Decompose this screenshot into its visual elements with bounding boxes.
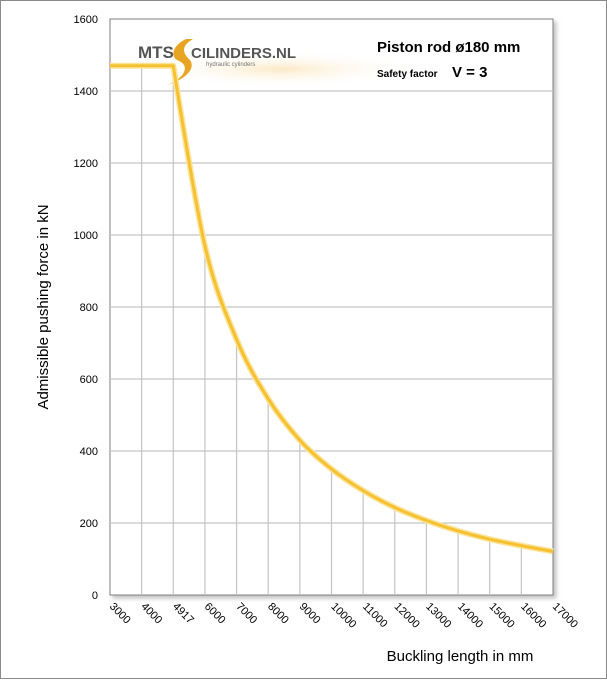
x-tick-label: 4917	[170, 601, 196, 627]
x-tick-label: 15000	[487, 601, 517, 631]
y-tick-label: 0	[92, 590, 98, 602]
x-tick-label: 7000	[233, 601, 259, 627]
x-tick-label: 12000	[392, 601, 422, 631]
x-tick-label: 8000	[265, 601, 291, 627]
y-tick-label: 1200	[74, 158, 98, 170]
x-tick-label: 6000	[202, 601, 228, 627]
safety-factor-value: V = 3	[452, 64, 487, 81]
logo-tagline: hydraulic cylinders	[206, 62, 255, 68]
x-tick-label: 10000	[328, 601, 358, 631]
x-tick-label: 11000	[360, 601, 390, 631]
y-axis-title: Admissible pushing force in kN	[35, 204, 52, 409]
x-axis-title: Buckling length in mm	[387, 648, 534, 665]
y-tick-label: 800	[80, 302, 98, 314]
x-tick-label: 4000	[139, 601, 165, 627]
x-tick-label: 3000	[107, 601, 133, 627]
y-tick-label: 1400	[74, 86, 98, 98]
x-tick-label: 9000	[297, 601, 323, 627]
y-tick-label: 200	[80, 518, 98, 530]
logo-brand: MTS	[138, 43, 174, 62]
x-tick-label: 16000	[518, 601, 548, 631]
x-tick-label: 13000	[423, 601, 453, 631]
x-tick-label: 17000	[550, 601, 580, 631]
y-tick-label: 1600	[74, 14, 98, 26]
piston-rod-label: Piston rod ø180 mm	[377, 39, 520, 56]
logo-suffix: CILINDERS.NL	[191, 45, 296, 62]
y-tick-label: 1000	[74, 230, 98, 242]
y-tick-label: 600	[80, 374, 98, 386]
x-tick-label: 14000	[455, 601, 485, 631]
y-tick-label: 400	[80, 446, 98, 458]
y-tick-labels: 0 200 400 600 800 1000 1200 1400 1600	[74, 14, 98, 602]
safety-factor-label: Safety factor	[377, 69, 438, 80]
